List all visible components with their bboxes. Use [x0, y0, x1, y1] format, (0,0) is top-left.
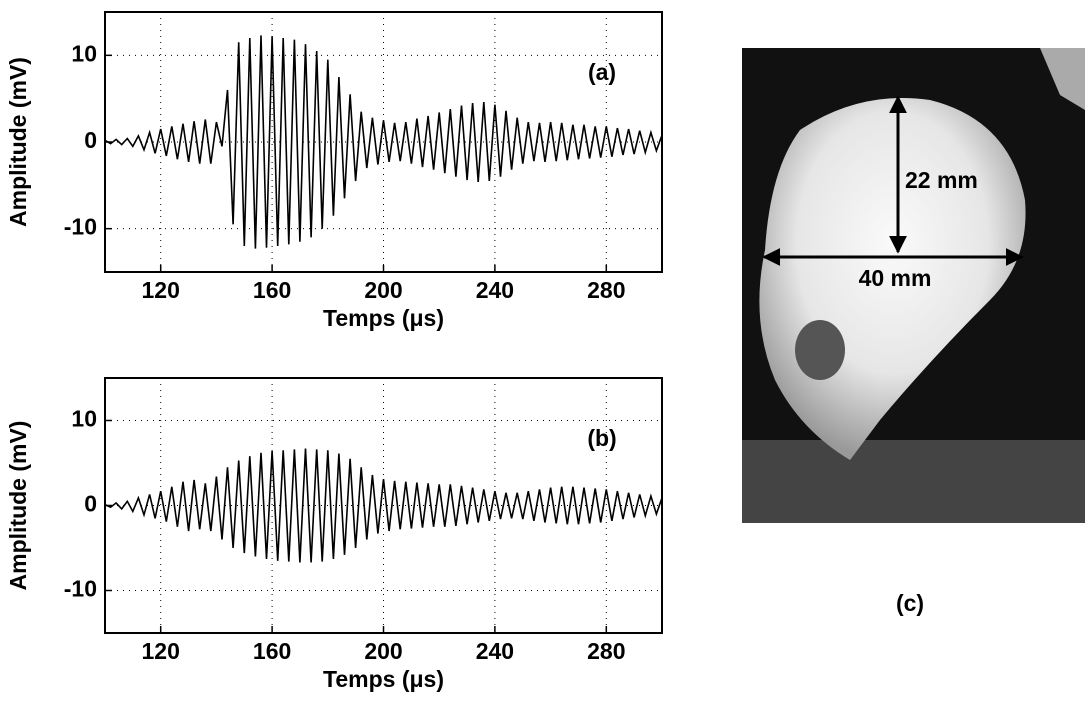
axes-box: [104, 377, 663, 634]
photo-texture: [742, 440, 1085, 523]
waveform: [104, 448, 663, 563]
x-tick-label: 240: [476, 638, 514, 664]
y-tick-label: -10: [64, 214, 97, 240]
image-panel: 22 mm 40 mm (c): [742, 48, 1085, 616]
panel-label: (b): [587, 425, 616, 451]
axes-box: [104, 11, 663, 273]
panel-label: (c): [896, 590, 924, 616]
photo-shadow: [795, 320, 845, 380]
y-axis-title: Amplitude (mV): [5, 57, 31, 227]
photo-corner: [1040, 48, 1085, 110]
x-tick-label: 200: [364, 638, 402, 664]
x-tick-label: 160: [253, 277, 291, 303]
waveform: [104, 35, 663, 249]
y-tick-label: 0: [84, 127, 97, 153]
x-axis-title: Temps (μs): [323, 666, 444, 692]
panel-label: (a): [588, 59, 616, 85]
y-tick-label: 10: [71, 40, 97, 66]
width-label: 40 mm: [859, 265, 932, 291]
x-tick-label: 280: [587, 638, 625, 664]
x-axis-title: Temps (μs): [323, 305, 444, 331]
x-tick-label: 280: [587, 277, 625, 303]
y-tick-label: -10: [64, 576, 97, 602]
height-label: 22 mm: [905, 167, 978, 193]
y-tick-label: 0: [84, 491, 97, 517]
x-tick-label: 240: [476, 277, 514, 303]
x-tick-label: 160: [253, 638, 291, 664]
x-tick-label: 120: [142, 277, 180, 303]
x-tick-label: 120: [142, 638, 180, 664]
y-tick-label: 10: [71, 406, 97, 432]
x-tick-label: 200: [364, 277, 402, 303]
y-axis-title: Amplitude (mV): [5, 421, 31, 591]
